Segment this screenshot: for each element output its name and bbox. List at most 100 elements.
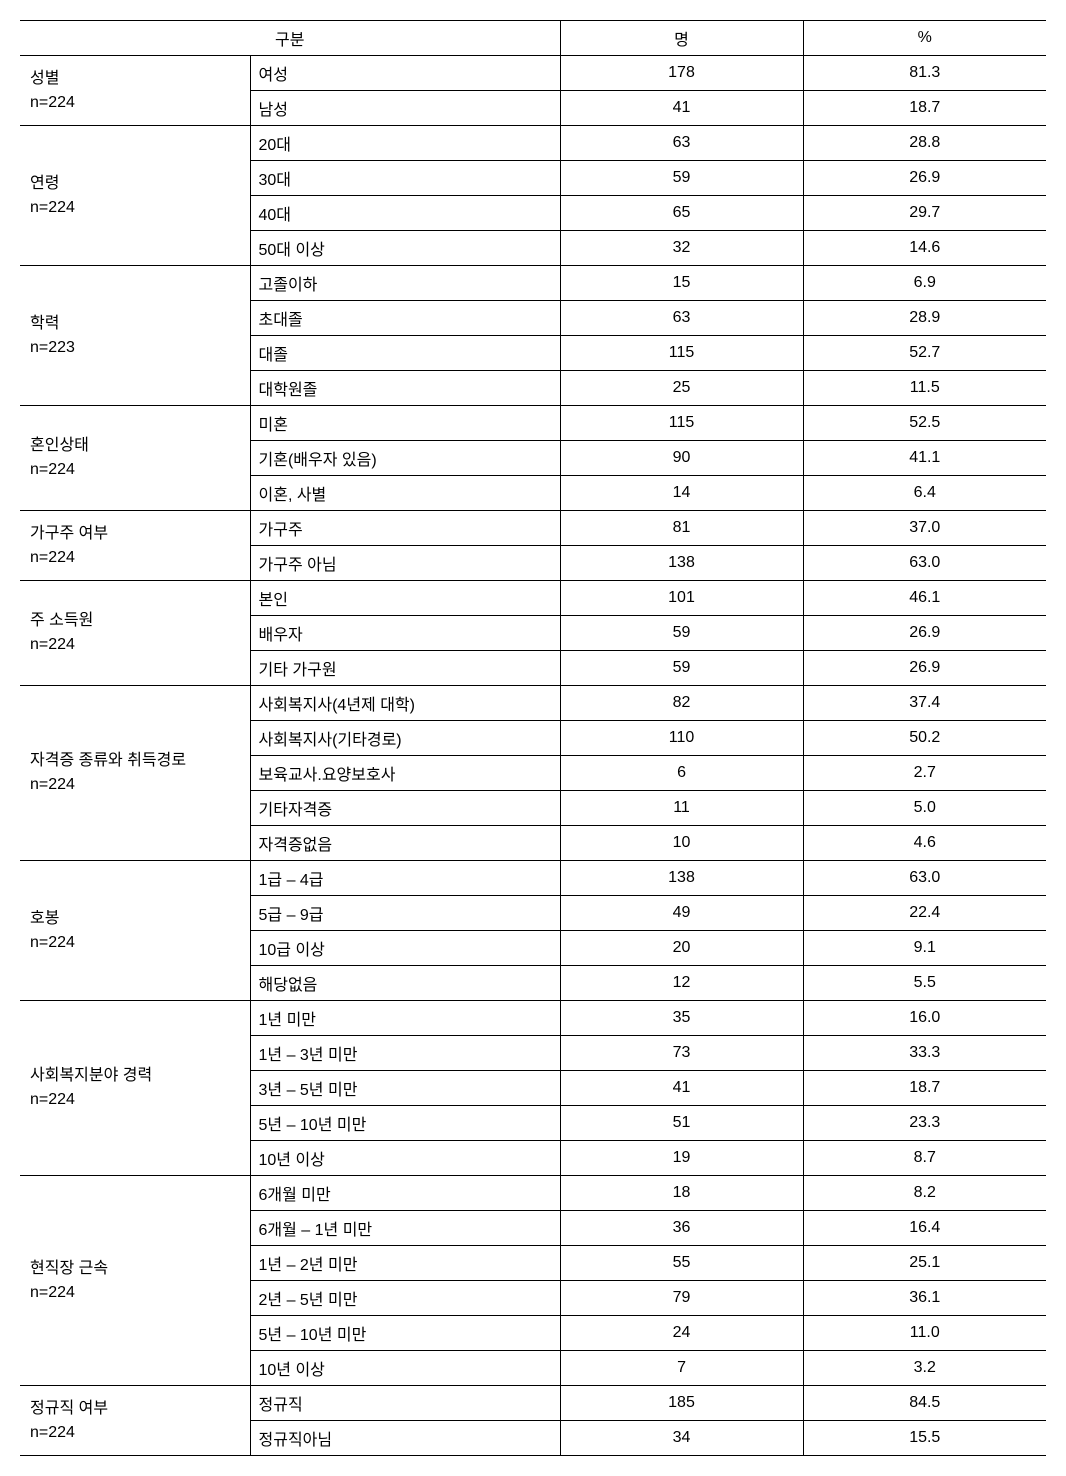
- percent-value: 4.6: [803, 826, 1046, 861]
- count-value: 36: [560, 1211, 803, 1246]
- percent-value: 63.0: [803, 861, 1046, 896]
- category-label: 사회복지분야 경력n=224: [20, 1001, 250, 1176]
- count-value: 82: [560, 686, 803, 721]
- count-value: 115: [560, 406, 803, 441]
- subcategory-label: 1년 – 3년 미만: [250, 1036, 560, 1071]
- subcategory-label: 사회복지사(4년제 대학): [250, 686, 560, 721]
- category-label: 가구주 여부n=224: [20, 511, 250, 581]
- percent-value: 41.1: [803, 441, 1046, 476]
- percent-value: 5.5: [803, 966, 1046, 1001]
- percent-value: 46.1: [803, 581, 1046, 616]
- subcategory-label: 초대졸: [250, 301, 560, 336]
- percent-value: 2.7: [803, 756, 1046, 791]
- count-value: 7: [560, 1351, 803, 1386]
- subcategory-label: 1년 미만: [250, 1001, 560, 1036]
- count-value: 35: [560, 1001, 803, 1036]
- subcategory-label: 정규직: [250, 1386, 560, 1421]
- count-value: 15: [560, 266, 803, 301]
- count-value: 178: [560, 56, 803, 91]
- subcategory-label: 대졸: [250, 336, 560, 371]
- count-value: 32: [560, 231, 803, 266]
- percent-value: 52.7: [803, 336, 1046, 371]
- subcategory-label: 가구주 아님: [250, 546, 560, 581]
- subcategory-label: 가구주: [250, 511, 560, 546]
- percent-value: 18.7: [803, 1071, 1046, 1106]
- subcategory-label: 40대: [250, 196, 560, 231]
- percent-value: 37.4: [803, 686, 1046, 721]
- count-value: 12: [560, 966, 803, 1001]
- subcategory-label: 이혼, 사별: [250, 476, 560, 511]
- percent-value: 26.9: [803, 161, 1046, 196]
- category-label: 정규직 여부n=224: [20, 1386, 250, 1456]
- subcategory-label: 본인: [250, 581, 560, 616]
- subcategory-label: 배우자: [250, 616, 560, 651]
- count-value: 63: [560, 126, 803, 161]
- subcategory-label: 고졸이하: [250, 266, 560, 301]
- percent-value: 36.1: [803, 1281, 1046, 1316]
- category-label: 현직장 근속n=224: [20, 1176, 250, 1386]
- percent-value: 33.3: [803, 1036, 1046, 1071]
- count-value: 138: [560, 546, 803, 581]
- subcategory-label: 5급 – 9급: [250, 896, 560, 931]
- table-row: 성별n=224여성17881.3: [20, 56, 1046, 91]
- percent-value: 25.1: [803, 1246, 1046, 1281]
- subcategory-label: 50대 이상: [250, 231, 560, 266]
- table-row: 호봉n=2241급 – 4급13863.0: [20, 861, 1046, 896]
- subcategory-label: 남성: [250, 91, 560, 126]
- count-value: 59: [560, 651, 803, 686]
- category-label: 연령n=224: [20, 126, 250, 266]
- category-label: 호봉n=224: [20, 861, 250, 1001]
- header-count: 명: [560, 21, 803, 56]
- percent-value: 14.6: [803, 231, 1046, 266]
- count-value: 11: [560, 791, 803, 826]
- percent-value: 6.4: [803, 476, 1046, 511]
- category-label: 주 소득원n=224: [20, 581, 250, 686]
- subcategory-label: 10급 이상: [250, 931, 560, 966]
- subcategory-label: 5년 – 10년 미만: [250, 1316, 560, 1351]
- subcategory-label: 20대: [250, 126, 560, 161]
- count-value: 101: [560, 581, 803, 616]
- percent-value: 52.5: [803, 406, 1046, 441]
- count-value: 49: [560, 896, 803, 931]
- count-value: 65: [560, 196, 803, 231]
- count-value: 24: [560, 1316, 803, 1351]
- percent-value: 26.9: [803, 651, 1046, 686]
- demographics-table: 구분 명 % 성별n=224여성17881.3남성4118.7연령n=22420…: [20, 20, 1046, 1456]
- percent-value: 22.4: [803, 896, 1046, 931]
- percent-value: 50.2: [803, 721, 1046, 756]
- subcategory-label: 기타 가구원: [250, 651, 560, 686]
- count-value: 18: [560, 1176, 803, 1211]
- subcategory-label: 기타자격증: [250, 791, 560, 826]
- percent-value: 8.2: [803, 1176, 1046, 1211]
- table-row: 혼인상태n=224미혼11552.5: [20, 406, 1046, 441]
- subcategory-label: 미혼: [250, 406, 560, 441]
- count-value: 6: [560, 756, 803, 791]
- table-header-row: 구분 명 %: [20, 21, 1046, 56]
- percent-value: 63.0: [803, 546, 1046, 581]
- percent-value: 8.7: [803, 1141, 1046, 1176]
- count-value: 79: [560, 1281, 803, 1316]
- count-value: 90: [560, 441, 803, 476]
- percent-value: 15.5: [803, 1421, 1046, 1456]
- count-value: 115: [560, 336, 803, 371]
- count-value: 59: [560, 161, 803, 196]
- percent-value: 6.9: [803, 266, 1046, 301]
- percent-value: 3.2: [803, 1351, 1046, 1386]
- header-percent: %: [803, 21, 1046, 56]
- percent-value: 16.4: [803, 1211, 1046, 1246]
- count-value: 81: [560, 511, 803, 546]
- percent-value: 84.5: [803, 1386, 1046, 1421]
- subcategory-label: 30대: [250, 161, 560, 196]
- subcategory-label: 10년 이상: [250, 1141, 560, 1176]
- percent-value: 23.3: [803, 1106, 1046, 1141]
- subcategory-label: 해당없음: [250, 966, 560, 1001]
- count-value: 73: [560, 1036, 803, 1071]
- subcategory-label: 2년 – 5년 미만: [250, 1281, 560, 1316]
- count-value: 110: [560, 721, 803, 756]
- percent-value: 28.9: [803, 301, 1046, 336]
- percent-value: 9.1: [803, 931, 1046, 966]
- percent-value: 11.0: [803, 1316, 1046, 1351]
- subcategory-label: 3년 – 5년 미만: [250, 1071, 560, 1106]
- table-row: 자격증 종류와 취득경로n=224사회복지사(4년제 대학)8237.4: [20, 686, 1046, 721]
- count-value: 138: [560, 861, 803, 896]
